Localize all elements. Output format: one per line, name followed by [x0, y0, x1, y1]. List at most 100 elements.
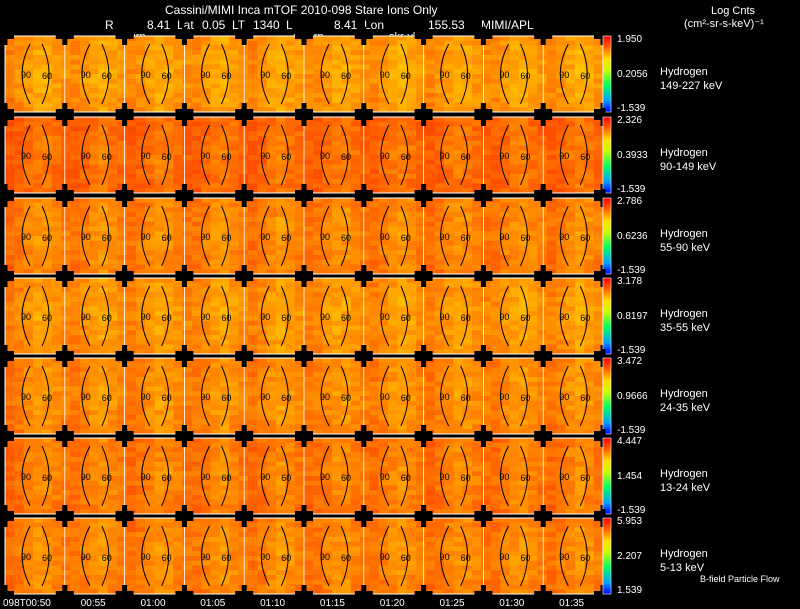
heat-cell: [33, 330, 43, 336]
heat-cell: [472, 97, 482, 103]
heat-cell: [388, 278, 398, 284]
heat-cell: [238, 207, 249, 213]
heat-cell: [406, 212, 417, 218]
heat-cell: [229, 330, 239, 336]
heat-cell: [322, 93, 333, 99]
heat-cell: [434, 240, 445, 246]
heat-cell: [275, 367, 286, 373]
heat-cell: [500, 40, 510, 46]
heat-cell: [135, 159, 146, 165]
heat-cell: [332, 330, 342, 336]
heat-cell: [238, 391, 249, 397]
heat-cell: [145, 335, 155, 341]
heat-cell: [453, 145, 464, 151]
heat-cell: [145, 155, 155, 161]
heat-cell: [369, 64, 380, 70]
heat-cell: [388, 358, 398, 364]
heat-cell: [247, 45, 258, 51]
heat-cell: [388, 145, 398, 151]
heat-cell: [79, 301, 90, 307]
heat-cell: [89, 367, 99, 373]
heat-cell: [70, 188, 81, 194]
heat-cell: [388, 344, 398, 350]
heat-cell: [518, 240, 529, 246]
heat-cell: [574, 255, 585, 261]
heat-cell: [322, 386, 333, 392]
heat-cell: [500, 178, 510, 184]
heat-cell: [360, 381, 370, 387]
heat-cell: [509, 301, 520, 307]
heat-cell: [518, 320, 529, 326]
heat-cell: [79, 202, 90, 208]
heat-cell: [537, 320, 548, 326]
heat-cell: [481, 391, 492, 397]
heat-cell: [275, 236, 286, 242]
heat-cell: [135, 69, 146, 75]
heat-cell: [191, 367, 202, 373]
heat-cell: [388, 36, 398, 42]
heat-cell: [565, 344, 576, 350]
heat-cell: [313, 367, 324, 373]
heat-cell: [546, 164, 557, 170]
heat-cell: [70, 292, 81, 298]
heat-cell: [388, 301, 398, 307]
heat-cell: [210, 292, 221, 298]
heat-cell: [126, 169, 137, 175]
heat-cell: [14, 362, 25, 368]
heat-cell: [341, 269, 352, 275]
heat-cell: [135, 297, 146, 303]
heat-cell: [304, 69, 314, 75]
heat-cell: [472, 102, 482, 108]
heat-cell: [219, 78, 230, 84]
heat-cell: [23, 269, 34, 275]
heat-cell: [304, 169, 314, 175]
heat-cell: [33, 121, 43, 127]
heat-cell: [369, 145, 380, 151]
heat-cell: [425, 178, 436, 184]
heat-cell: [89, 255, 99, 261]
heat-cell: [593, 301, 604, 307]
heat-cell: [135, 198, 146, 204]
heat-cell: [117, 159, 127, 165]
heat-cell: [518, 349, 529, 355]
heat-cell: [565, 83, 576, 89]
heat-cell: [574, 102, 585, 108]
heat-cell: [33, 88, 43, 94]
heat-cell: [406, 344, 417, 350]
heat-cell: [546, 245, 557, 251]
heat-cell: [210, 102, 221, 108]
heat-cell: [332, 386, 342, 392]
heat-cell: [322, 140, 333, 146]
heat-cell: [378, 155, 389, 161]
heat-cell: [23, 335, 34, 341]
heat-cell: [584, 164, 595, 170]
heat-cell: [5, 69, 15, 75]
heat-cell: [163, 367, 174, 373]
heat-cell: [490, 226, 501, 232]
heat-cell: [472, 207, 482, 213]
heat-cell: [70, 93, 81, 99]
heat-cell: [518, 269, 529, 275]
heat-cell: [369, 126, 380, 132]
heat-cell: [154, 117, 165, 123]
heat-cell: [33, 264, 43, 270]
heat-cell: [182, 297, 193, 303]
heat-cell: [163, 188, 174, 194]
heat-cell: [247, 391, 258, 397]
heat-cell: [117, 297, 127, 303]
cross-mark: [241, 189, 247, 207]
heat-cell: [453, 45, 464, 51]
heat-cell: [117, 301, 127, 307]
heat-cell: [593, 183, 604, 189]
angle-label-60: 60: [341, 313, 351, 323]
heat-cell: [369, 212, 380, 218]
heat-cell: [247, 221, 258, 227]
heat-cell: [593, 236, 604, 242]
heat-cell: [472, 45, 482, 51]
heat-cell: [350, 226, 361, 232]
heat-cell: [378, 59, 389, 65]
heat-cell: [406, 381, 417, 387]
heat-cell: [322, 36, 333, 42]
heat-cell: [537, 178, 548, 184]
heat-cell: [266, 255, 277, 261]
